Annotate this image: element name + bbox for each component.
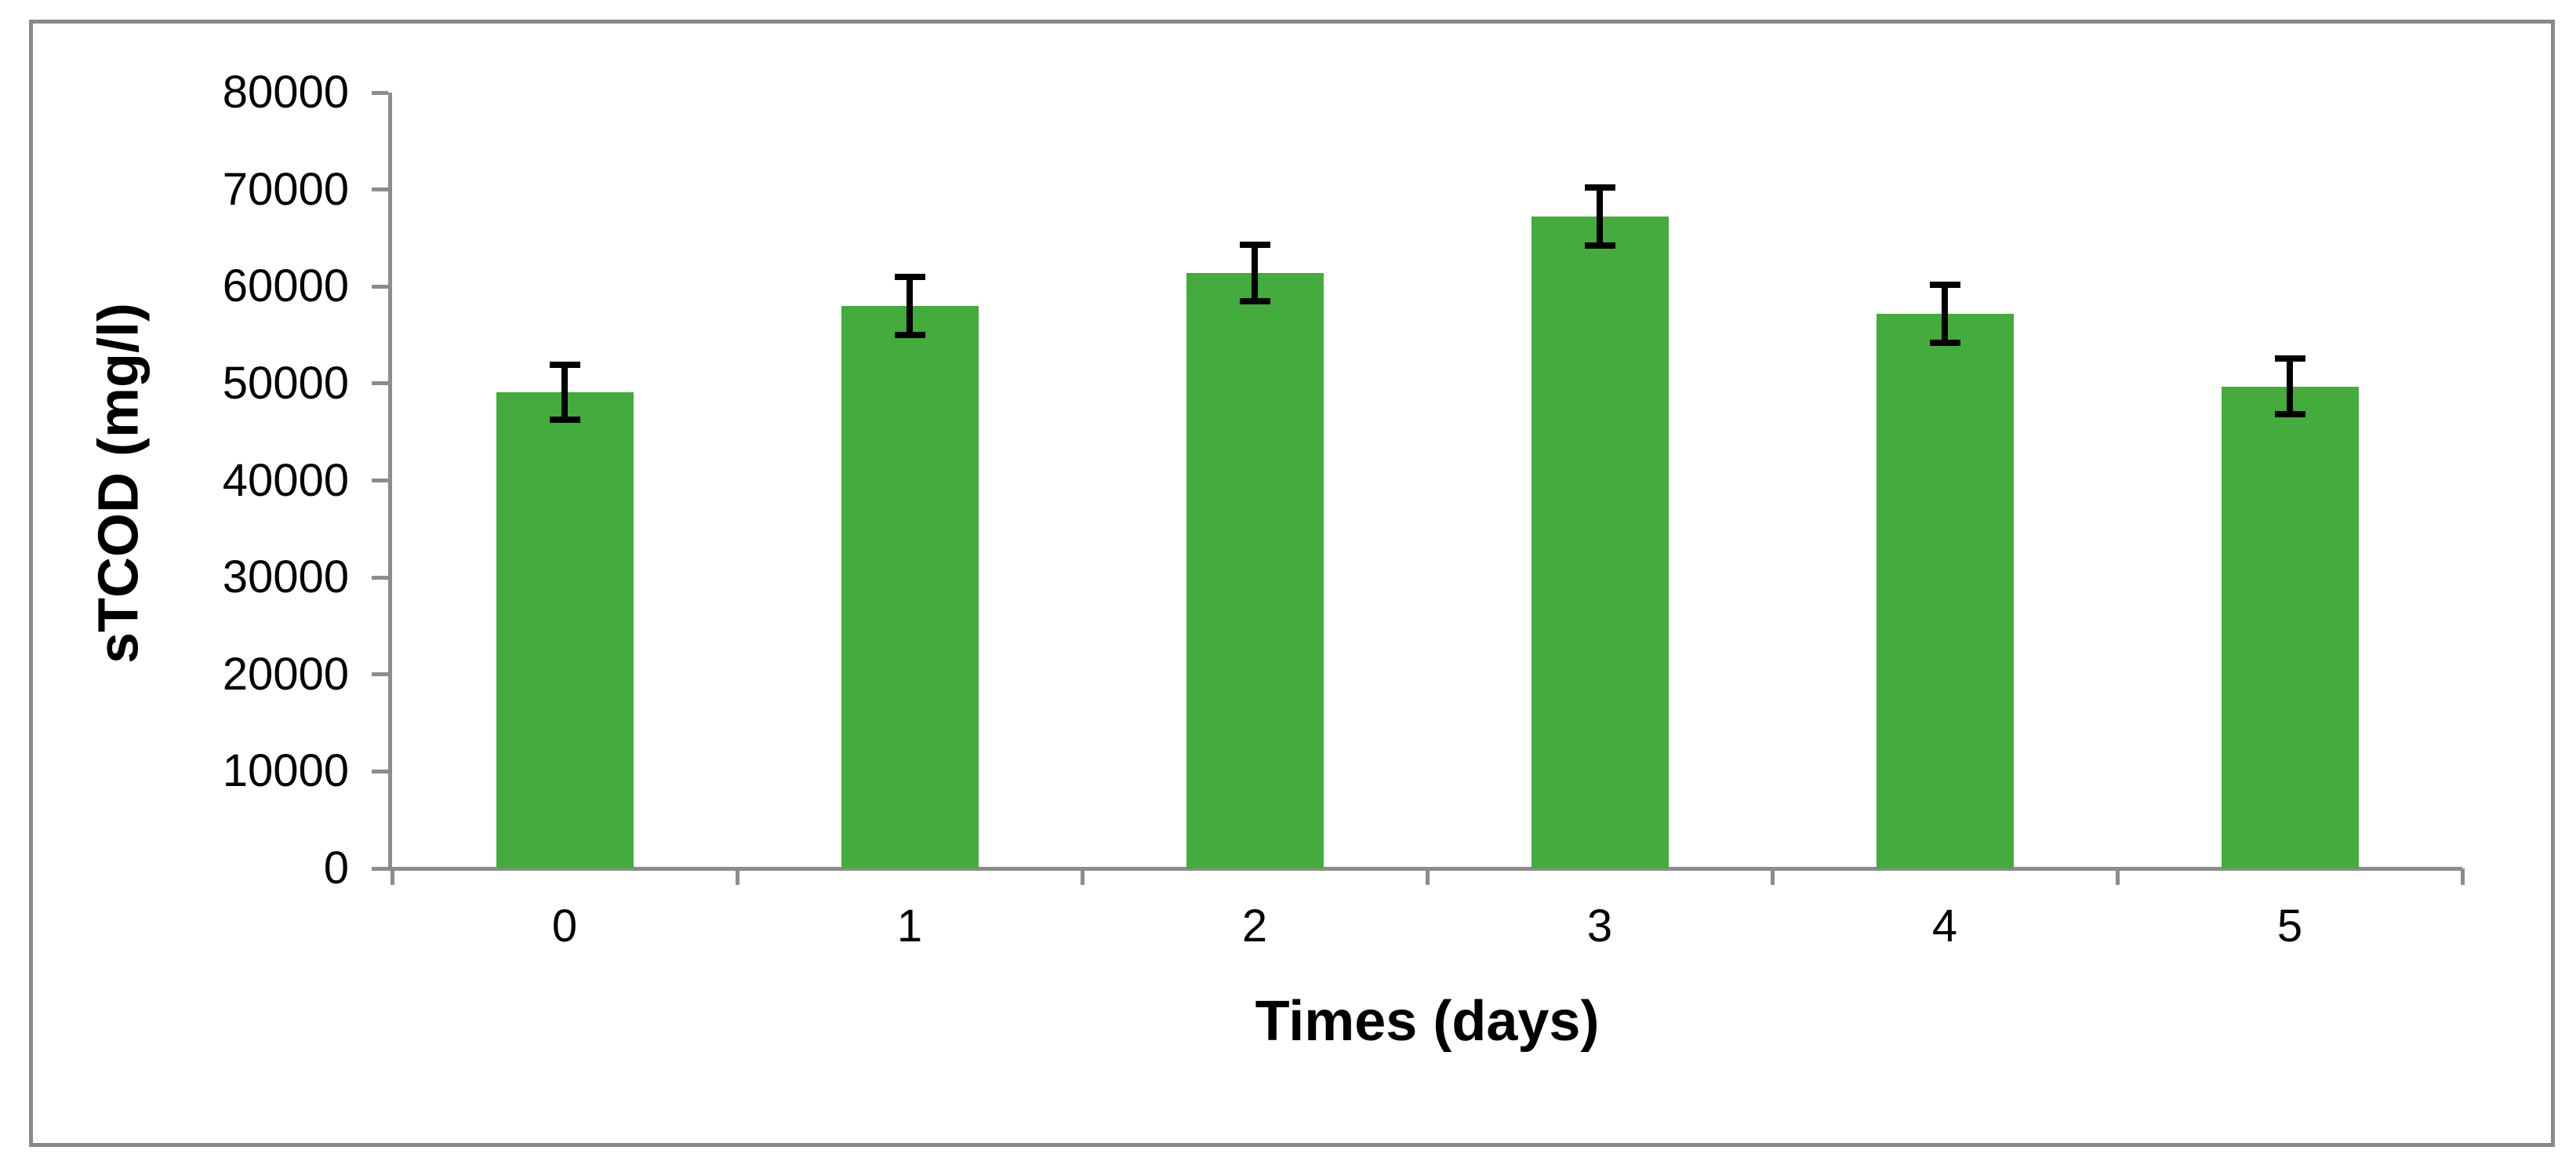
x-axis-title: Times (days): [1255, 990, 1600, 1053]
error-bar-line: [561, 365, 568, 420]
error-bar-cap-top: [549, 362, 580, 369]
x-tick-mark: [1425, 868, 1430, 885]
error-bar-cap-top: [1929, 281, 1960, 288]
error-bar-cap-bottom: [549, 416, 580, 423]
x-tick-label: 0: [551, 901, 578, 952]
error-bar-cap-bottom: [2274, 411, 2305, 418]
error-bar-line: [1942, 284, 1948, 343]
x-tick-label: 2: [1241, 901, 1268, 952]
x-tick-mark: [390, 868, 394, 885]
x-tick-label: 1: [896, 901, 923, 952]
y-tick-mark: [372, 381, 388, 386]
y-tick-mark: [372, 575, 388, 580]
y-tick-label: 0: [323, 843, 349, 894]
error-bar-line: [1597, 187, 1603, 246]
error-bar-line: [907, 276, 913, 336]
y-axis-title: sTCOD (mg/l): [87, 303, 151, 664]
y-tick-mark: [372, 672, 388, 677]
y-tick-label: 40000: [222, 454, 349, 506]
y-tick-label: 70000: [222, 163, 349, 215]
error-bar-cap-top: [1584, 184, 1615, 191]
error-bar-line: [2287, 358, 2293, 415]
error-bar-cap-bottom: [1929, 339, 1960, 346]
y-tick-label: 10000: [222, 745, 349, 797]
error-bar-cap-bottom: [1584, 242, 1615, 249]
x-tick-mark: [2460, 868, 2465, 885]
x-tick-mark: [2115, 868, 2120, 885]
bar-day-2: [1186, 272, 1324, 868]
x-tick-label: 3: [1586, 901, 1613, 952]
y-tick-mark: [372, 479, 388, 482]
error-bar-cap-top: [2274, 355, 2305, 362]
y-tick-label: 30000: [222, 551, 349, 603]
x-tick-mark: [1080, 868, 1085, 885]
x-tick-label: 4: [1931, 901, 1958, 952]
y-tick-label: 60000: [222, 260, 349, 312]
y-tick-mark: [372, 90, 388, 95]
y-tick-mark: [372, 769, 388, 773]
error-bar-cap-bottom: [1239, 297, 1270, 304]
bar-day-4: [1876, 313, 2014, 868]
y-tick-mark: [372, 187, 388, 192]
x-tick-label: 5: [2276, 901, 2303, 952]
y-tick-label: 20000: [222, 648, 349, 700]
bar-day-0: [496, 392, 634, 868]
bar-day-1: [841, 305, 979, 868]
bar-day-5: [2221, 386, 2359, 868]
error-bar-cap-bottom: [894, 332, 925, 339]
y-tick-label: 50000: [222, 357, 349, 409]
y-tick-mark: [372, 284, 388, 289]
x-tick-mark: [735, 868, 739, 885]
y-tick-label: 80000: [222, 67, 349, 118]
y-tick-mark: [372, 866, 388, 871]
error-bar-cap-top: [894, 273, 925, 280]
y-axis-line: [388, 93, 392, 871]
error-bar-line: [1252, 245, 1258, 301]
bar-day-3: [1531, 217, 1669, 868]
error-bar-cap-top: [1239, 242, 1270, 249]
x-tick-mark: [1770, 868, 1775, 885]
